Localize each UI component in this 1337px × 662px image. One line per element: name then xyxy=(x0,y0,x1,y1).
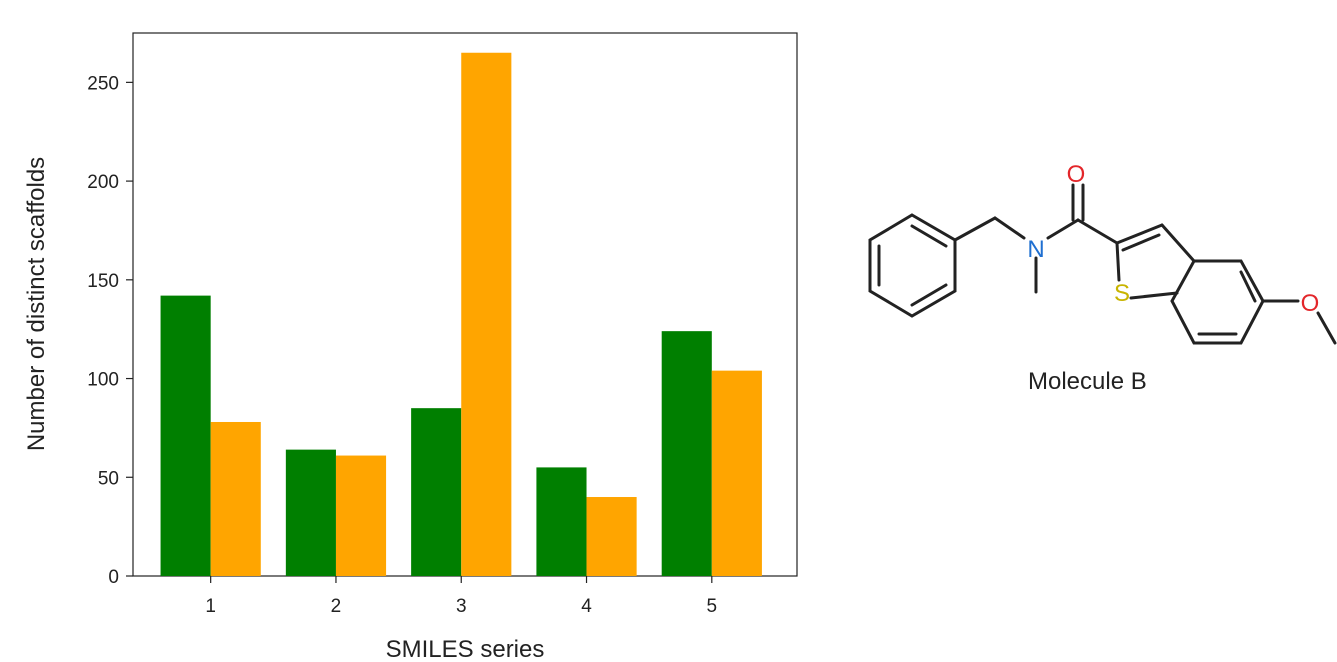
x-axis-ticks: 1 2 3 4 5 xyxy=(205,576,717,617)
y-tick-label: 0 xyxy=(108,567,119,588)
bar-series1-cat2 xyxy=(285,449,336,576)
y-tick-label: 150 xyxy=(87,271,119,292)
bar-chart: 0 50 100 150 200 250 1 2 3 4 5 SMILES series Numb… xyxy=(23,32,798,662)
molecule-caption: Molecule B xyxy=(1028,368,1147,395)
y-tick-label: 200 xyxy=(87,172,119,193)
molecule-bonds xyxy=(868,183,1337,345)
x-tick-label: 5 xyxy=(707,596,718,617)
x-tick-label: 4 xyxy=(581,596,592,617)
bar-series2-cat4 xyxy=(586,497,637,576)
x-tick-label: 2 xyxy=(331,596,342,617)
y-tick-label: 100 xyxy=(87,370,119,391)
sulfur-label: S xyxy=(1114,280,1130,307)
bar-series2-cat3 xyxy=(461,52,512,576)
bar-series1-cat3 xyxy=(411,408,462,576)
bar-series2-cat2 xyxy=(335,455,387,576)
bar-series1-cat1 xyxy=(160,295,211,576)
bars-layer xyxy=(160,52,762,576)
y-tick-label: 250 xyxy=(87,73,119,94)
y-axis-title: Number of distinct scaffolds xyxy=(23,157,50,451)
bar-series1-cat5 xyxy=(661,331,712,576)
bar-series2-cat5 xyxy=(711,370,762,576)
bar-series1-cat4 xyxy=(536,467,587,576)
bar-series2-cat1 xyxy=(210,421,261,576)
y-axis-ticks: 0 50 100 150 200 250 xyxy=(87,73,133,588)
molecule-structure: O N S O xyxy=(868,161,1337,345)
carbonyl-oxygen-label: O xyxy=(1067,161,1086,188)
y-tick-label: 50 xyxy=(98,468,119,489)
ether-oxygen-label: O xyxy=(1301,290,1320,317)
x-tick-label: 1 xyxy=(205,596,216,617)
x-tick-label: 3 xyxy=(456,596,467,617)
nitrogen-label: N xyxy=(1027,236,1044,263)
x-axis-title: SMILES series xyxy=(386,636,545,662)
